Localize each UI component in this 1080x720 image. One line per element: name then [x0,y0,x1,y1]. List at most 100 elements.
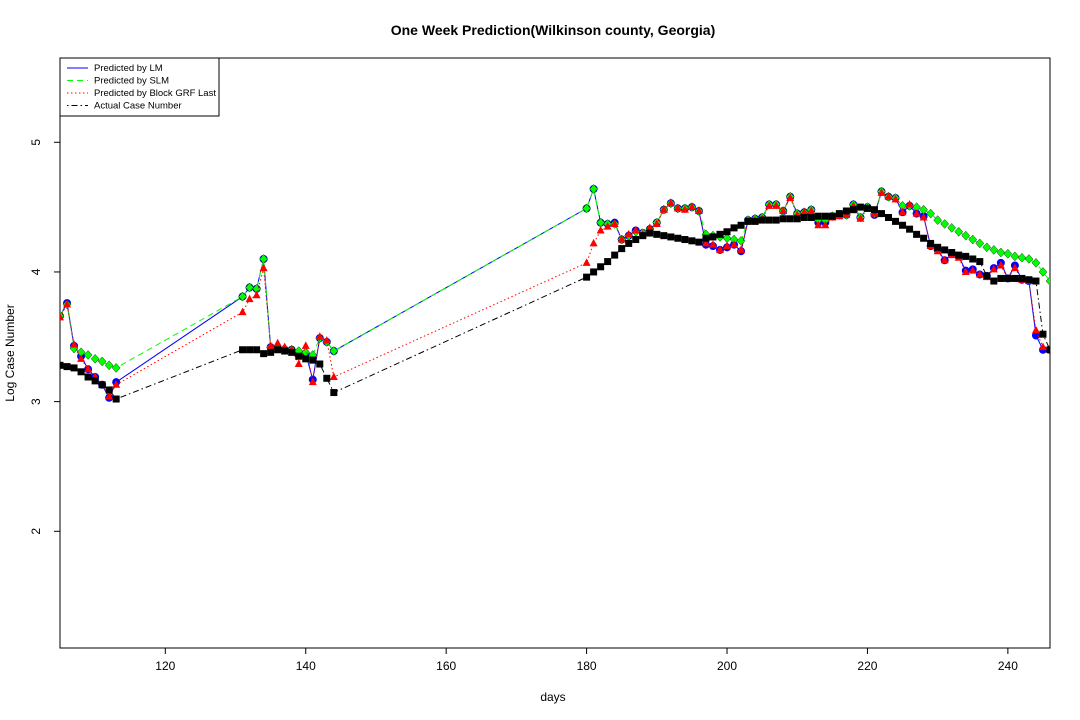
grf-point [716,245,724,253]
actual-point [688,237,696,245]
plot-area-frame [59,57,1051,649]
grf-point [659,205,668,213]
grf-point [723,241,732,250]
slm-point [238,291,247,302]
grf-point [652,219,661,227]
x-tick-label: 120 [155,659,175,673]
actual-point [260,350,268,358]
series-triangle [60,188,1050,400]
grf-point [266,341,275,349]
slm-point [1003,249,1013,259]
x-axis: 120 140 160 180 200 220 240 [155,648,1018,673]
y-tick-label: 5 [29,139,43,146]
slm-point [919,204,928,215]
actual-point [962,252,970,260]
actual-point [246,346,254,354]
slm-point [97,356,107,367]
actual-point [98,381,106,389]
actual-point [1004,274,1012,282]
slm-point [1017,252,1027,263]
slm-point [954,226,963,237]
actual-point [737,221,745,229]
actual-point [611,251,619,259]
series-square [60,203,1050,403]
legend: Predicted by LM Predicted by SLMPredicted… [59,57,220,117]
grf-point [329,372,338,380]
grf-point [975,270,984,278]
slm-point [1024,254,1034,264]
grf-point [940,255,949,264]
actual-point [1018,274,1026,282]
actual-point [920,234,928,242]
slm-point [259,254,268,264]
slm-point [111,363,121,373]
grf-point [694,206,703,215]
x-tick-label: 200 [717,659,737,673]
grf-point [680,205,689,213]
grf-point [252,290,261,299]
grf-point [603,222,612,230]
slm-point [90,354,100,364]
actual-point [105,386,113,394]
actual-point [323,374,331,382]
grf-point [856,214,865,222]
grf-point [737,245,746,253]
slm-point [1031,258,1041,268]
grf-point [77,354,86,362]
actual-point [786,215,794,223]
actual-point [842,207,850,215]
actual-point [267,348,275,356]
grf-point [112,380,121,388]
actual-point [758,216,766,224]
slm-point [1038,267,1048,277]
actual-point [625,239,633,247]
actual-point [302,355,310,363]
actual-point [112,395,120,403]
grf-point [821,220,830,229]
actual-point [835,210,843,218]
actual-point [91,377,99,385]
grf-point [84,364,93,373]
y-tick-label: 4 [29,268,43,275]
series-circle [60,184,1050,402]
actual-point [976,258,984,266]
actual-point [744,217,752,225]
actual-point [695,238,703,246]
grf-point [996,260,1005,269]
grf-point [765,201,774,209]
actual-point [877,210,885,218]
grf-point [687,202,696,211]
grf-point [617,235,626,243]
actual-point [674,234,682,242]
grf-point [315,332,324,340]
grf-point [63,299,72,308]
grf-point [786,193,795,202]
actual-point [969,255,977,263]
slm-point [968,234,978,245]
actual-point [899,221,907,229]
slm-point [596,217,605,228]
actual-point [955,251,963,259]
grf-point [666,198,675,207]
actual-point [863,204,871,212]
actual-point [870,206,878,214]
grf-point [273,338,282,347]
actual-point [316,360,324,368]
slm-point [933,215,942,225]
actual-point [1011,274,1019,282]
legend-label: Actual Case Number [94,101,182,112]
legend-label: Predicted by SLM [94,76,169,87]
series-line [60,187,1050,399]
slm-point [975,238,985,249]
actual-point [779,215,787,223]
grf-point [1031,325,1040,334]
grf-point [814,220,823,229]
grf-point [891,194,900,203]
legend-label: Predicted by Block GRF Last [94,88,216,99]
y-axis-label: Log Case Number [3,304,17,401]
actual-point [709,233,717,241]
actual-point [807,213,815,221]
actual-point [618,245,626,253]
actual-point [821,212,829,220]
slm-point [961,230,971,241]
